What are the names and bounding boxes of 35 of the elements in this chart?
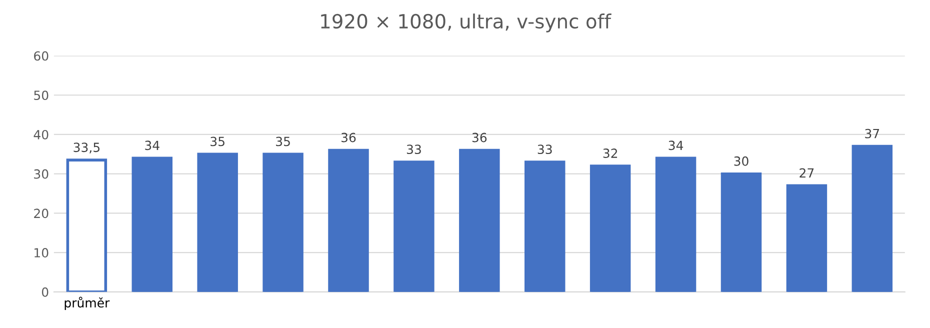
data-label: 35 <box>276 136 290 146</box>
bar <box>197 152 238 292</box>
y-tick-label: 0 <box>42 287 48 297</box>
data-label: 30 <box>734 156 748 166</box>
bar <box>394 160 434 292</box>
y-tick-label: 20 <box>34 208 48 218</box>
bar <box>786 184 828 292</box>
bar <box>459 148 500 292</box>
data-label: 36 <box>472 132 487 142</box>
bar <box>655 156 696 292</box>
y-tick-label: 30 <box>34 169 48 179</box>
bar <box>852 144 893 292</box>
bar <box>66 158 108 292</box>
bar <box>590 164 631 292</box>
y-tick-label: 10 <box>34 248 48 258</box>
x-tick-label: průměr <box>64 296 110 310</box>
bar <box>524 160 566 292</box>
data-label: 34 <box>668 140 684 150</box>
data-label: 33,5 <box>74 142 100 154</box>
bar <box>132 156 172 292</box>
y-tick-label: 60 <box>34 51 48 61</box>
chart-title: 1920 × 1080, ultra, v-sync off <box>321 14 612 32</box>
data-label: 37 <box>865 128 880 138</box>
data-label: 36 <box>342 132 356 142</box>
data-label: 33 <box>406 144 421 154</box>
data-label: 27 <box>800 168 814 178</box>
y-tick-label: 50 <box>34 90 48 100</box>
data-label: 35 <box>210 136 224 146</box>
bar <box>328 148 369 292</box>
bar <box>720 172 762 292</box>
data-label: 33 <box>538 144 552 154</box>
data-label: 32 <box>603 148 618 158</box>
bar <box>262 152 304 292</box>
y-tick-label: 40 <box>34 130 48 140</box>
data-label: 34 <box>145 140 160 150</box>
